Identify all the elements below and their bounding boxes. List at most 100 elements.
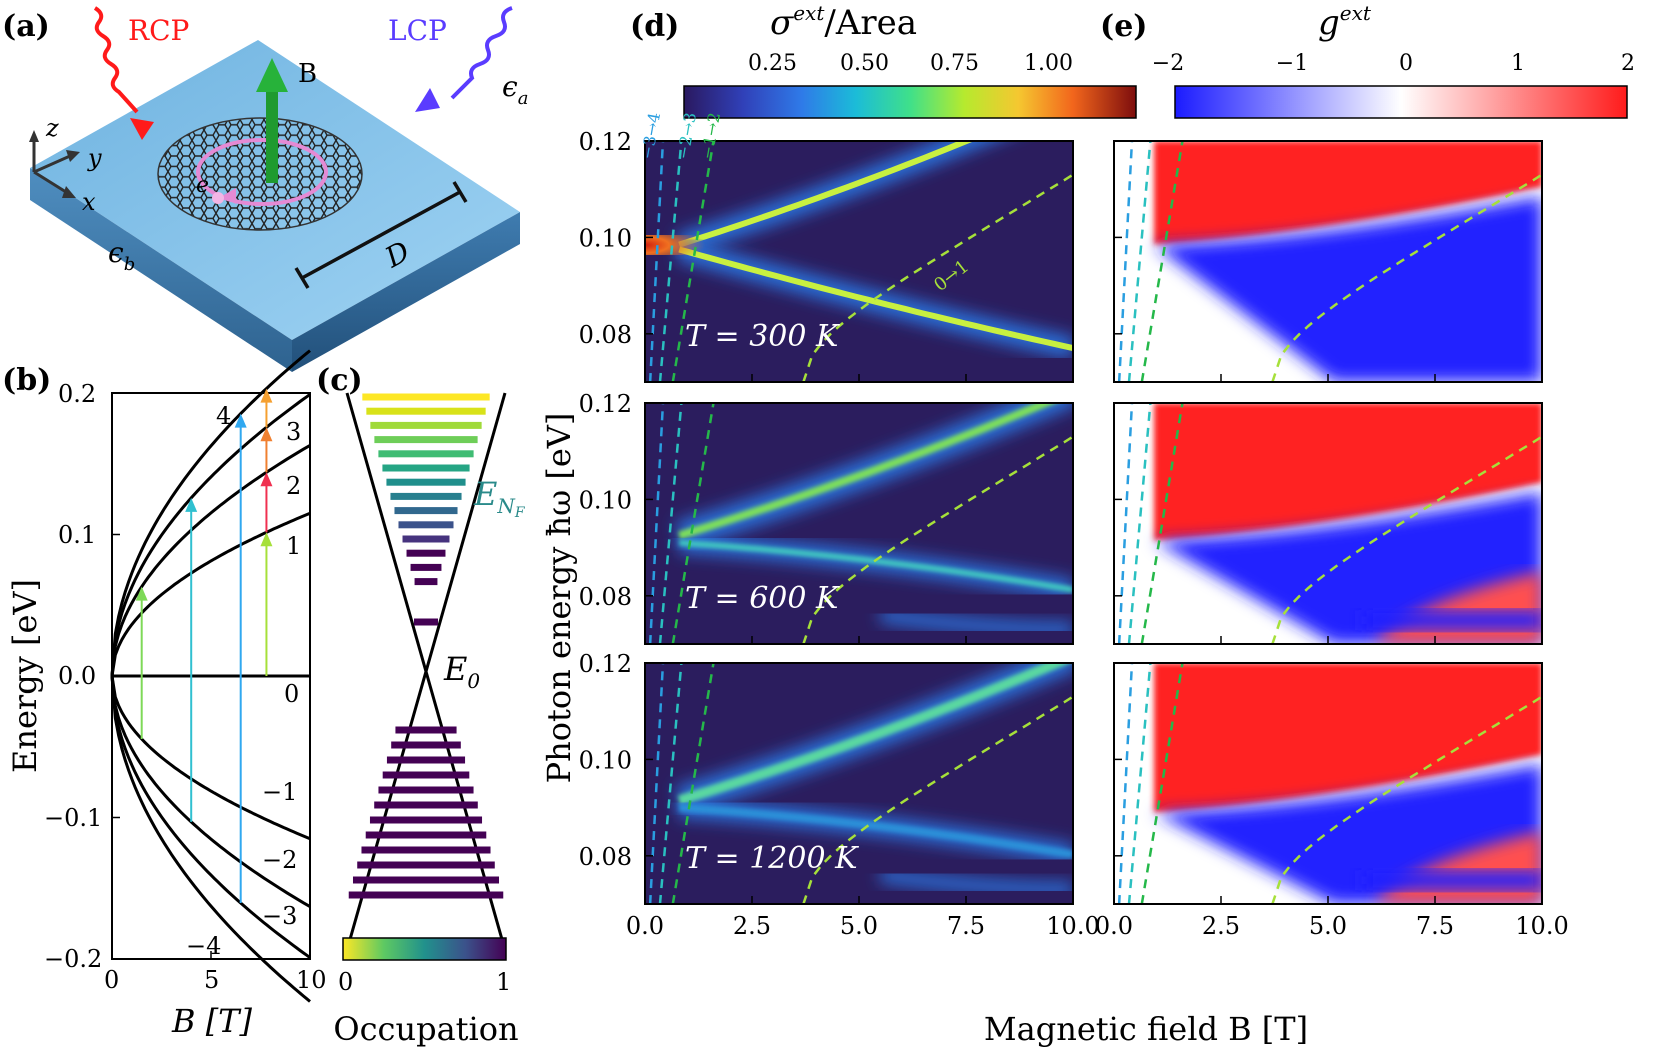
e-red-region xyxy=(1154,663,1542,813)
e-cbar-tick-1: 1 xyxy=(1511,51,1525,76)
upper-level-1 xyxy=(366,407,486,415)
dashed-transition-1 xyxy=(658,141,683,382)
lower-level-8 xyxy=(361,846,491,854)
dashed-transition-2 xyxy=(1140,403,1184,644)
panel-e: (e) gext −2 −1 0 1 2 xyxy=(1100,1,1635,905)
dashed-transition-0 xyxy=(648,141,665,382)
zero-level-label: E0 xyxy=(443,650,480,693)
b-arrow-head-icon xyxy=(256,58,288,92)
landau-level-curves xyxy=(110,349,311,1003)
panel-a: (a) e B RCP LCP ϵa ϵb xyxy=(2,6,528,372)
temperature-label: T = 600 K xyxy=(685,581,840,616)
e-red-region xyxy=(1154,141,1542,245)
occupation-label: Occupation xyxy=(333,1010,518,1048)
axis-y-label: y xyxy=(87,144,102,172)
dashed-transition-0 xyxy=(648,663,665,904)
d-xtick-label: 2.5 xyxy=(733,912,771,940)
landau-curve-nm1 xyxy=(110,675,311,841)
lcp-label: LCP xyxy=(388,14,447,47)
level-label-4: 4 xyxy=(216,402,231,430)
branch-bottom-glow xyxy=(879,608,1073,637)
b-ylabel: Energy [eV] xyxy=(6,579,44,773)
level-label-m4: −4 xyxy=(186,932,221,960)
dashed-transition-2 xyxy=(671,663,715,904)
dashed-transition-2 xyxy=(671,141,715,382)
electron-orbit xyxy=(196,138,328,206)
landau-curve-n3 xyxy=(110,393,311,677)
level-label-m1: −1 xyxy=(262,778,297,806)
landau-curve-n1 xyxy=(110,511,311,677)
upper-level-10 xyxy=(402,535,450,543)
upper-level-12 xyxy=(410,563,442,571)
dashed-transition-0-1 xyxy=(802,695,1073,904)
transition-arrows xyxy=(135,388,273,904)
transition-arrowhead-icon-1 xyxy=(185,497,198,512)
dashed-transition-0 xyxy=(1117,403,1134,644)
dashed-transition-0 xyxy=(1117,663,1134,904)
d-ytick-label: 0.10 xyxy=(579,746,632,774)
panel-c: (c) ENF E0 0 1 Occupation xyxy=(316,363,526,1048)
d-xtick-label: 7.5 xyxy=(947,912,985,940)
dashed-transition-1 xyxy=(1127,403,1152,644)
upper-level-3 xyxy=(374,436,478,444)
magnetic-field-xlabel: Magnetic field B [T] xyxy=(984,1010,1308,1048)
dashed-transition-0-1 xyxy=(1271,435,1542,644)
panel-c-label: (c) xyxy=(316,363,363,398)
upper-level-7 xyxy=(390,492,462,500)
c-cbar-tick-0: 0 xyxy=(338,968,353,996)
coordinate-axes xyxy=(29,130,80,198)
upper-level-5 xyxy=(382,464,470,472)
dashed-transition-1 xyxy=(658,403,683,644)
b-ytick-m0.1: −0.1 xyxy=(44,804,102,832)
b-ytick-0.1: 0.1 xyxy=(58,521,96,549)
rcp-wave xyxy=(93,6,139,114)
e-cbar-tick-m2: −2 xyxy=(1152,51,1184,76)
dashed-transition-1 xyxy=(658,663,683,904)
e-heatmap-T = 600 K xyxy=(1114,403,1542,644)
e-xtick-label: 5.0 xyxy=(1309,912,1347,940)
branch-lower xyxy=(678,803,1073,859)
e-blue-bottom-band xyxy=(1364,870,1542,891)
lower-level-2 xyxy=(386,756,466,764)
d-heatmap-T = 300 K xyxy=(645,141,1073,382)
lower-level-6 xyxy=(369,816,483,824)
transition-arrowhead-icon-5 xyxy=(260,388,273,403)
branch-lower xyxy=(678,246,1073,352)
panel-d: (d) σext/Area 0.25 0.50 0.75 1.00 T = 30… xyxy=(630,1,1137,905)
e-subplots xyxy=(1113,140,1543,905)
shared-tick-labels: 0.12 0.10 0.08 0.12 0.10 0.08 0.12 0.10 0.08 0.0 0… xyxy=(579,128,1569,940)
substrate-side-right xyxy=(292,212,520,372)
b-field-label: B xyxy=(298,59,317,89)
branch-upper xyxy=(678,141,975,248)
electron-icon xyxy=(212,192,224,204)
landau-curve-nm4 xyxy=(110,675,311,1003)
b-xlabel: B [T] xyxy=(171,1002,253,1040)
e-colorbar xyxy=(1174,85,1628,119)
dashed-transition-2 xyxy=(1140,141,1184,382)
eps-b-label: ϵb xyxy=(108,236,135,275)
b-arrow-shaft xyxy=(266,88,278,183)
panel-d-label: (d) xyxy=(630,9,679,44)
substrate-side-left xyxy=(30,168,292,372)
transition-arrowhead-icon-4 xyxy=(260,427,273,442)
upper-level-0 xyxy=(362,393,490,401)
e-xtick-label: 10.0 xyxy=(1515,912,1568,940)
occupation-levels xyxy=(348,393,504,899)
b-ytick-0.2: 0.2 xyxy=(58,380,96,408)
landau-curve-n2 xyxy=(110,444,311,677)
panel-b-ticks xyxy=(111,392,311,960)
d-subplots: T = 300 K T = 600 K T = 1200 K xyxy=(644,140,1074,905)
d-ytick-label: 0.08 xyxy=(579,583,632,611)
panel-b-label: (b) xyxy=(2,363,51,398)
diameter-scale-bar xyxy=(294,181,468,289)
level-label-3: 3 xyxy=(286,418,301,446)
d-cbar-tick-0.50: 0.50 xyxy=(840,51,889,76)
d-cbar-tick-0.25: 0.25 xyxy=(748,51,797,76)
dashed-transition-0 xyxy=(648,403,665,644)
level-label-0: 0 xyxy=(284,680,299,708)
e-heatmap-T = 300 K xyxy=(1114,141,1542,382)
d-ytick-label: 0.10 xyxy=(579,224,632,252)
rcp-arrow-icon xyxy=(130,118,154,140)
dashed-transition-0-1 xyxy=(802,173,1073,382)
lower-level-11 xyxy=(348,891,504,899)
